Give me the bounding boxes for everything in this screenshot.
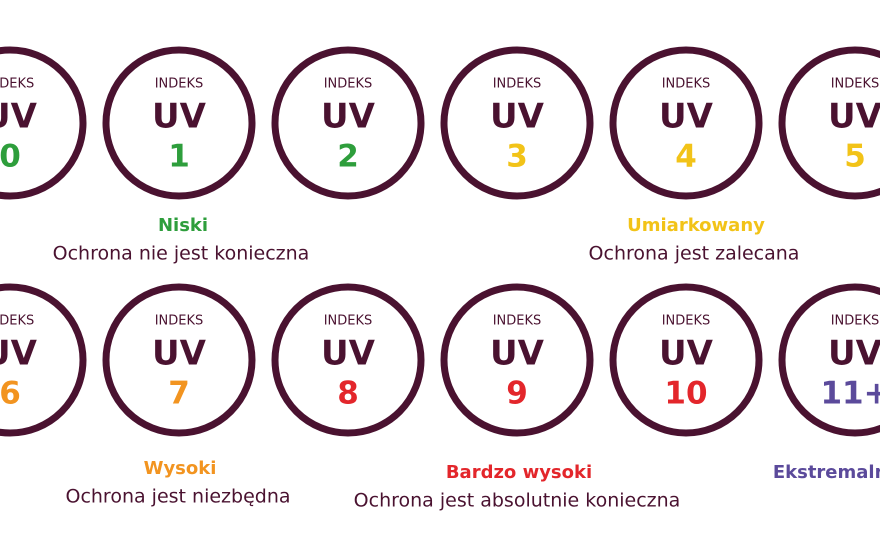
unit: UV — [659, 97, 714, 137]
uv-value: 6 — [0, 376, 21, 412]
level-name: Ekstremalny — [773, 462, 880, 483]
uv-ring — [271, 46, 425, 200]
caption: INDEKS — [324, 314, 373, 329]
level-advice: Ochrona jest absolutnie konieczna — [354, 490, 681, 512]
caption: INDEKS — [493, 77, 542, 92]
uv-ring — [102, 46, 256, 200]
uv-ring — [778, 46, 880, 200]
uv-ring — [609, 46, 763, 200]
level-name: Wysoki — [144, 458, 217, 479]
level-advice: Ochrona nie jest konieczna — [53, 243, 310, 265]
uv-ring — [440, 46, 594, 200]
uv-value: 4 — [675, 139, 697, 175]
caption: INDEKS — [662, 77, 711, 92]
unit: UV — [152, 334, 207, 374]
uv-ring — [102, 283, 256, 437]
uv-value: 2 — [337, 139, 359, 175]
level-name: Bardzo wysoki — [446, 462, 592, 483]
uv-value: 8 — [337, 376, 359, 412]
unit: UV — [659, 334, 714, 374]
caption: INDEKS — [831, 77, 880, 92]
caption: INDEKS — [155, 77, 204, 92]
uv-ring — [778, 283, 880, 437]
uv-value: 7 — [168, 376, 190, 412]
unit: UV — [490, 334, 545, 374]
unit: UV — [828, 97, 880, 137]
caption: INDEKS — [0, 77, 34, 92]
uv-value: 1 — [168, 139, 190, 175]
uv-value: 3 — [506, 139, 528, 175]
uv-value: 5 — [844, 139, 866, 175]
uv-ring — [609, 283, 763, 437]
uv-value: 11+ — [820, 376, 880, 412]
uv-ring — [440, 283, 594, 437]
unit: UV — [490, 97, 545, 137]
caption: INDEKS — [155, 314, 204, 329]
level-name: Niski — [158, 215, 208, 236]
caption: INDEKS — [831, 314, 880, 329]
uv-value: 0 — [0, 139, 21, 175]
unit: UV — [321, 97, 376, 137]
uv-value: 9 — [506, 376, 528, 412]
level-advice: Ochrona jest niezbędna — [65, 486, 290, 508]
uv-ring — [0, 283, 87, 437]
unit: UV — [0, 97, 38, 137]
unit: UV — [0, 334, 38, 374]
caption: INDEKS — [662, 314, 711, 329]
unit: UV — [321, 334, 376, 374]
caption: INDEKS — [324, 77, 373, 92]
uv-ring — [0, 46, 87, 200]
uv-ring — [271, 283, 425, 437]
unit: UV — [152, 97, 207, 137]
caption: INDEKS — [493, 314, 542, 329]
unit: UV — [828, 334, 880, 374]
level-name: Umiarkowany — [627, 215, 765, 236]
caption: INDEKS — [0, 314, 34, 329]
uv-value: 10 — [664, 376, 707, 412]
level-advice: Ochrona jest zalecana — [589, 243, 800, 265]
